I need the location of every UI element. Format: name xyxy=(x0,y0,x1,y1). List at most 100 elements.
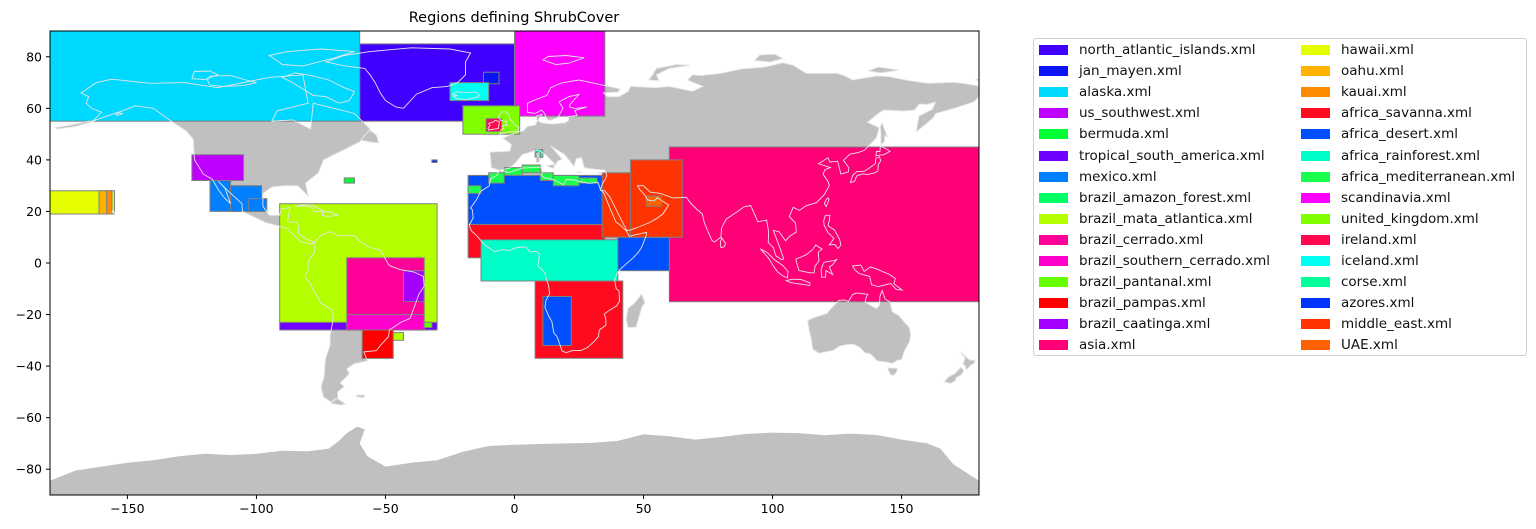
coastline-novaya-zemlya xyxy=(647,64,691,82)
legend-item: brazil_amazon_forest.xml xyxy=(1039,188,1251,208)
legend-swatch xyxy=(1301,66,1330,77)
legend-swatch xyxy=(1039,66,1068,77)
land-new-zealand-south xyxy=(944,367,964,384)
legend-swatch xyxy=(1301,213,1330,224)
coastline-north-america xyxy=(80,74,371,245)
coastline-philippines xyxy=(823,214,842,250)
coastline-aleutian-islands xyxy=(53,120,95,130)
legend-item: brazil_caatinga.xml xyxy=(1039,314,1210,334)
legend-label: africa_desert.xml xyxy=(1341,126,1459,143)
coastline-sakhalin xyxy=(879,121,889,146)
x-tick-label: −50 xyxy=(372,501,398,516)
legend-label: jan_mayen.xml xyxy=(1079,63,1182,80)
coastline-japan xyxy=(849,155,882,184)
legend-item: north_atlantic_islands.xml xyxy=(1039,40,1255,60)
legend-label: brazil_pantanal.xml xyxy=(1079,274,1212,291)
coastline-sri-lanka xyxy=(719,236,727,249)
region-brazil-southern-cerrado xyxy=(346,314,425,331)
legend-swatch xyxy=(1039,298,1068,309)
legend-label: africa_rainforest.xml xyxy=(1341,147,1480,164)
legend-item: jan_mayen.xml xyxy=(1039,61,1182,81)
legend-label: alaska.xml xyxy=(1079,84,1152,101)
legend-item: us_southwest.xml xyxy=(1039,103,1200,123)
y-tick-label: −80 xyxy=(16,462,42,477)
coastline-hispaniola xyxy=(322,211,340,217)
legend-item: asia.xml xyxy=(1039,335,1136,355)
coastline-greenland xyxy=(324,47,472,109)
x-tick-label: 50 xyxy=(636,501,652,516)
region-brazil-pampas xyxy=(361,329,394,359)
legend-item: UAE.xml xyxy=(1301,335,1398,355)
y-tick-label: 60 xyxy=(26,101,42,116)
coastline-crete xyxy=(574,171,583,174)
legend-item: brazil_cerrado.xml xyxy=(1039,230,1203,250)
legend-label: azores.xml xyxy=(1341,295,1415,312)
coastline-kodiak-island xyxy=(115,112,124,117)
legend-item: bermuda.xml xyxy=(1039,124,1169,144)
legend-swatch xyxy=(1301,129,1330,140)
coastline-cyprus xyxy=(596,171,603,175)
coastline-sulawesi xyxy=(820,258,838,278)
coastline-svalbard xyxy=(541,55,585,65)
coastline-australia xyxy=(807,289,912,364)
legend-swatch xyxy=(1301,108,1330,119)
coastline-tierra-del-fuego xyxy=(330,398,347,406)
land-novaya-zemlya xyxy=(648,64,690,81)
coastline-sardinia xyxy=(535,156,541,164)
legend-item: brazil_pampas.xml xyxy=(1039,293,1206,313)
legend-swatch xyxy=(1301,171,1330,182)
legend-item: hawaii.xml xyxy=(1301,40,1414,60)
coastline-eurasia xyxy=(489,62,979,261)
legend-label: africa_savanna.xml xyxy=(1341,105,1472,122)
legend-item: oahu.xml xyxy=(1301,61,1404,81)
legend-swatch xyxy=(1301,340,1330,351)
legend-label: oahu.xml xyxy=(1341,63,1404,80)
legend-label: ireland.xml xyxy=(1341,231,1417,248)
legend-label: north_atlantic_islands.xml xyxy=(1079,42,1256,58)
y-tick-label: 80 xyxy=(26,49,42,64)
coastline-sumatra xyxy=(760,248,789,279)
legend-label: mexico.xml xyxy=(1079,168,1157,185)
legend-label: middle_east.xml xyxy=(1341,316,1452,333)
coastline-java xyxy=(784,278,811,286)
legend-swatch xyxy=(1301,256,1330,266)
legend-swatch xyxy=(1301,277,1330,288)
coastline-new-zealand-south xyxy=(943,366,964,384)
land-madagascar xyxy=(626,293,645,328)
legend-item: corse.xml xyxy=(1301,272,1407,292)
legend-item: africa_savanna.xml xyxy=(1301,103,1472,123)
legend-item: scandinavia.xml xyxy=(1301,188,1451,208)
region-africa-mediterranean-2 xyxy=(488,172,505,184)
region-azores xyxy=(431,159,438,163)
legend-swatch xyxy=(1039,171,1068,182)
legend-swatch xyxy=(1039,213,1068,224)
legend-item: brazil_southern_cerrado.xml xyxy=(1039,251,1270,271)
coastline-hokkaido xyxy=(875,145,891,157)
legend-swatch xyxy=(1301,150,1330,161)
legend-label: UAE.xml xyxy=(1341,337,1398,354)
land-newfoundland xyxy=(361,130,379,143)
region-africa-mediterranean-1 xyxy=(467,185,482,194)
legend-swatch xyxy=(1039,256,1068,266)
coastline-wrangel-island xyxy=(974,78,979,81)
coastline-severnaya-zemlya xyxy=(753,53,785,63)
y-axis: −80 −60 −40 −20 0 20 40 60 80 xyxy=(16,49,50,477)
legend-label: tropical_south_america.xml xyxy=(1079,147,1265,164)
legend-swatch xyxy=(1039,234,1068,245)
land-antarctica xyxy=(50,426,979,495)
region-hawaii xyxy=(50,190,115,215)
coastline-madagascar xyxy=(625,292,646,328)
legend-item: middle_east.xml xyxy=(1301,314,1452,334)
land-sardinia xyxy=(535,156,540,163)
coastline-banks-island xyxy=(191,70,219,80)
coastline-new-guinea xyxy=(851,264,904,291)
x-tick-label: 150 xyxy=(890,501,914,516)
legend-item: tropical_south_america.xml xyxy=(1039,146,1265,166)
legend-item: kauai.xml xyxy=(1301,82,1407,102)
land-sakhalin xyxy=(880,123,888,145)
region-jan-mayen xyxy=(483,71,500,85)
coastline-south-america xyxy=(304,231,425,403)
x-tick-label: 0 xyxy=(511,501,519,516)
